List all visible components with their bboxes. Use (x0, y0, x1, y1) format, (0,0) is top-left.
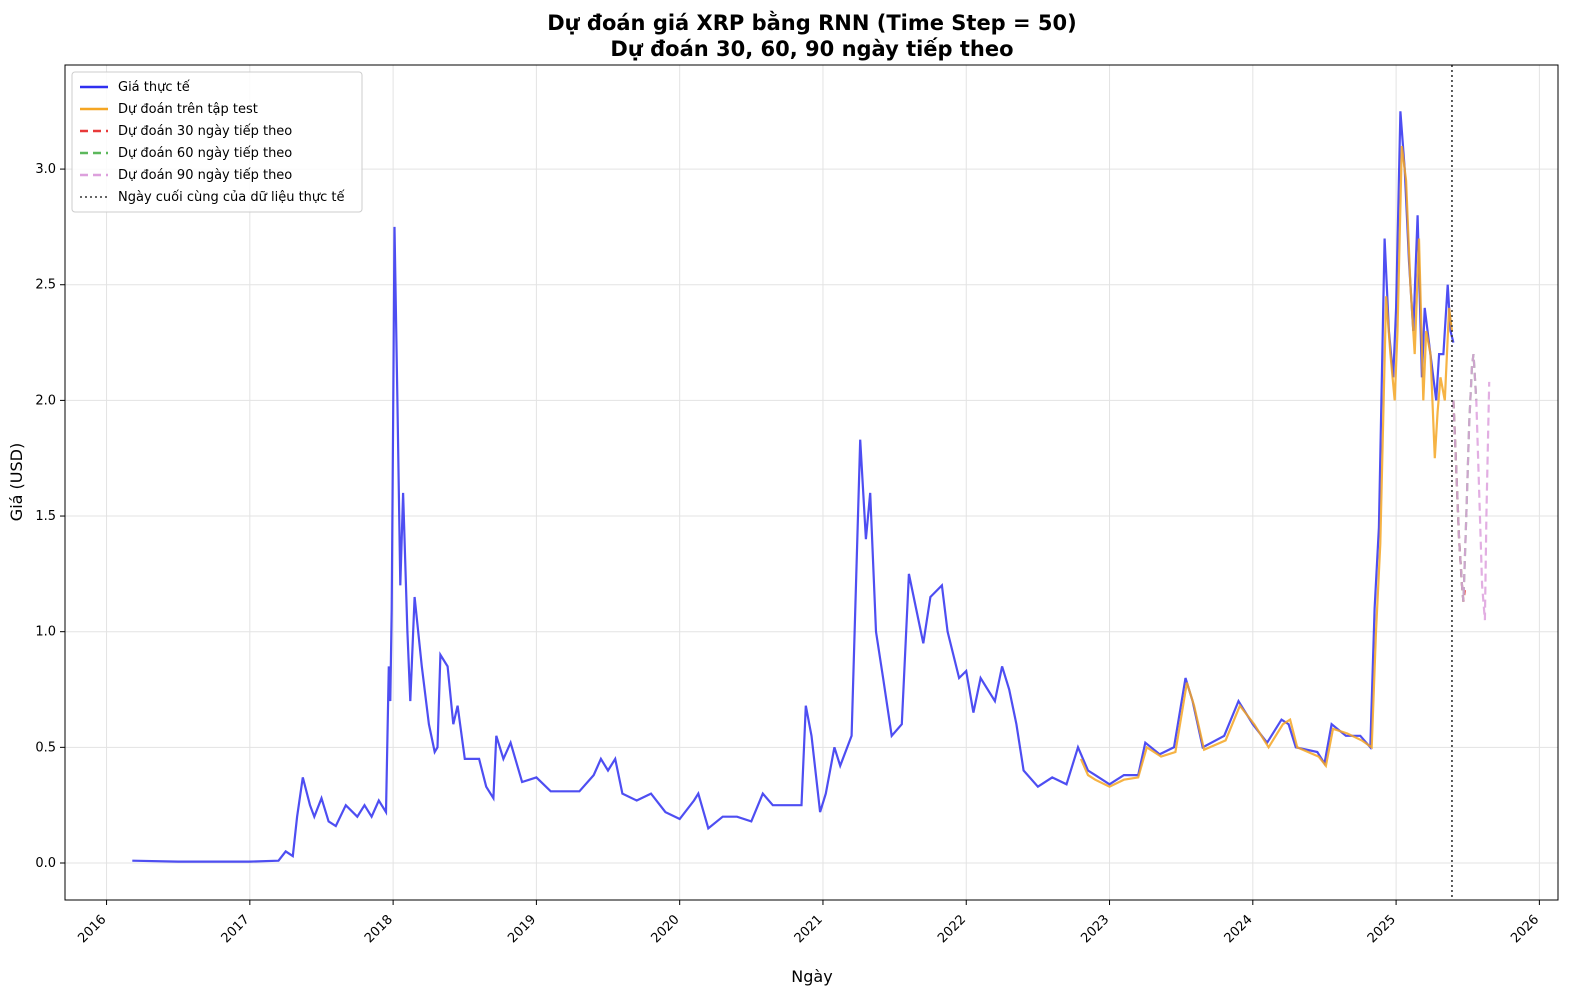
x-tick-label: 2023 (1078, 912, 1112, 946)
y-tick-label: 2.0 (35, 393, 56, 408)
x-tick-label: 2021 (792, 912, 826, 946)
legend-label: Ngày cuối cùng của dữ liệu thực tế (118, 190, 345, 205)
x-tick-label: 2020 (649, 912, 683, 946)
y-tick-label: 1.5 (35, 509, 56, 524)
legend-label: Dự đoán 30 ngày tiếp theo (118, 124, 292, 139)
y-tick-label: 0.0 (35, 856, 56, 871)
x-tick-label: 2018 (362, 912, 396, 946)
legend-label: Giá thực tế (118, 80, 190, 95)
x-tick-label: 2026 (1508, 912, 1542, 946)
legend-box (71, 71, 363, 213)
chart-subtitle: Dự đoán 30, 60, 90 ngày tiếp theo (610, 37, 1013, 61)
series-line (1079, 145, 1454, 788)
legend-label: Dự đoán 60 ngày tiếp theo (118, 146, 292, 161)
x-tick-label: 2024 (1222, 912, 1256, 946)
x-tick-label: 2019 (505, 912, 539, 946)
chart-title: Dự đoán giá XRP bằng RNN (Time Step = 50… (547, 10, 1077, 35)
x-tick-label: 2025 (1365, 912, 1399, 946)
x-axis-label: Ngày (791, 967, 832, 986)
series-line (1452, 353, 1491, 621)
x-tick-label: 2017 (219, 912, 253, 946)
legend-label: Dự đoán 90 ngày tiếp theo (118, 168, 292, 183)
y-tick-label: 3.0 (35, 162, 56, 177)
x-tick-label: 2016 (75, 912, 109, 946)
series-line (132, 111, 1455, 863)
y-tick-label: 2.5 (35, 278, 56, 293)
x-tick-label: 2022 (935, 912, 969, 946)
y-axis-label: Giá (USD) (7, 443, 26, 521)
y-tick-label: 1.0 (35, 625, 56, 640)
plot-frame (64, 64, 1559, 901)
y-tick-label: 0.5 (35, 740, 56, 755)
legend-label: Dự đoán trên tập test (118, 102, 258, 117)
